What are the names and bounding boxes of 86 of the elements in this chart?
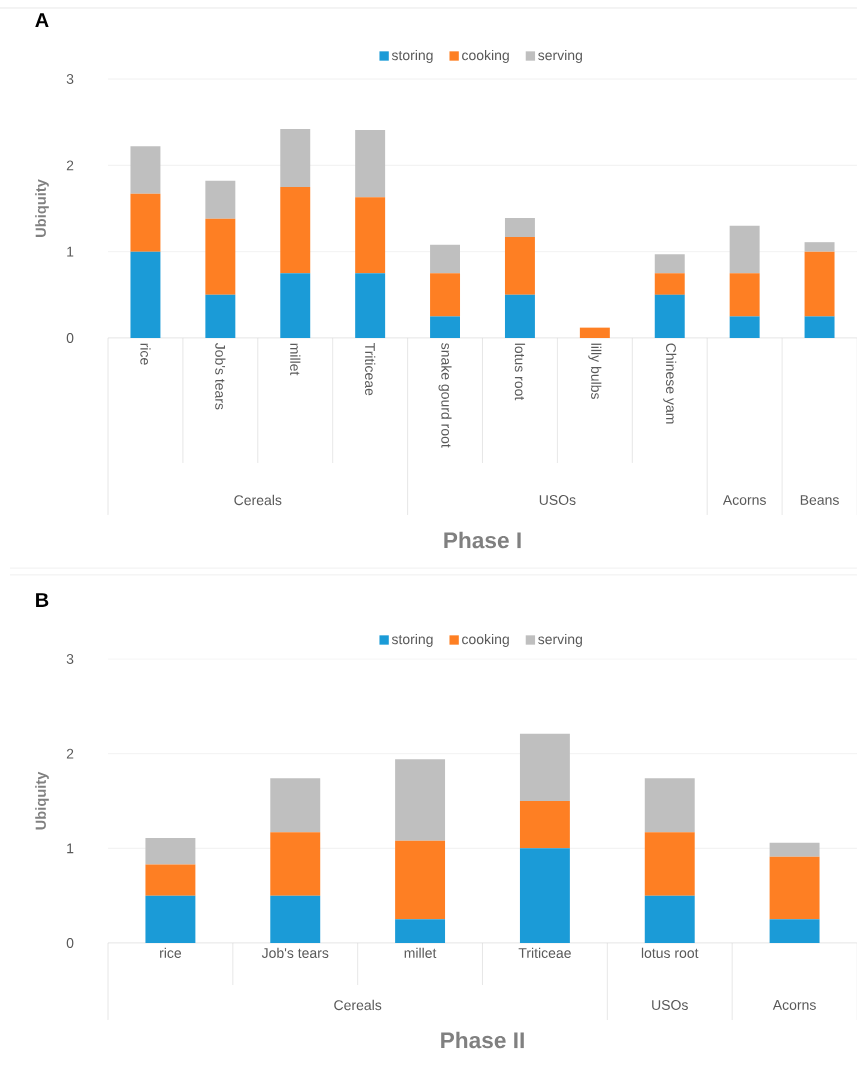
- x-tick-label: lotus root: [514, 343, 526, 401]
- y-tick-label: 2: [66, 748, 74, 759]
- bar: [769, 842, 820, 857]
- bar: [519, 733, 570, 801]
- x-tick-label: snake gourd root: [438, 343, 452, 448]
- bar: [430, 273, 461, 317]
- bar: [644, 778, 695, 833]
- legend-label: serving: [538, 49, 582, 63]
- x-tick-label: Chinese yam: [663, 343, 677, 424]
- bar: [395, 840, 446, 920]
- text: Acorns: [772, 1000, 816, 1010]
- bar: [145, 864, 196, 896]
- legend-label: cooking: [462, 49, 509, 63]
- bar: [654, 254, 685, 274]
- bar: [270, 895, 321, 943]
- y-tick-label: 3: [66, 654, 74, 664]
- bar: [654, 273, 685, 295]
- x-tick-label: Triticeae: [518, 947, 571, 958]
- text: Cereals: [234, 494, 282, 506]
- x-tick-label: millet: [290, 343, 301, 376]
- bar: [130, 251, 161, 338]
- bar: [280, 273, 311, 338]
- y-tick-label: 0: [66, 938, 74, 948]
- bar: [644, 895, 695, 943]
- y-tick-label: 1: [67, 843, 74, 854]
- legend-label: storing: [391, 49, 433, 63]
- bar: [145, 837, 196, 865]
- bar: [280, 129, 311, 187]
- chart-title: B: [36, 593, 49, 607]
- bar: [729, 316, 760, 338]
- bar: [355, 197, 386, 274]
- text: USOs: [652, 1000, 688, 1010]
- bar: [804, 242, 835, 252]
- bar: [804, 251, 835, 317]
- bar: [130, 146, 161, 194]
- bar: [769, 856, 820, 920]
- bar: [205, 294, 236, 338]
- bar: [395, 919, 446, 943]
- bar: [644, 832, 695, 896]
- bar: [145, 895, 196, 943]
- text: Cereals: [334, 999, 382, 1011]
- bar: [270, 778, 321, 833]
- bar: [729, 225, 760, 274]
- bar: [504, 218, 535, 237]
- x-tick-label: Job's tears: [261, 947, 329, 958]
- x-tick-label: lilly bulbs: [588, 343, 602, 399]
- y-tick-label: 3: [66, 74, 74, 84]
- y-tick-label: 2: [66, 160, 74, 171]
- bar: [654, 294, 685, 338]
- text: USOs: [539, 495, 576, 505]
- y-axis-title: Ubiquity: [35, 179, 49, 237]
- bar: [430, 244, 461, 274]
- y-tick-label: 1: [67, 246, 74, 257]
- bar: [579, 327, 610, 338]
- text: Acorns: [722, 495, 766, 505]
- y-axis-title: Ubiquity: [35, 771, 49, 830]
- bar: [729, 273, 760, 317]
- x-axis-title: Phase II: [441, 1031, 524, 1049]
- legend-label: storing: [391, 633, 433, 647]
- x-tick-label: Job's tears: [215, 342, 226, 410]
- bar: [769, 919, 820, 943]
- bar: [519, 848, 570, 943]
- bar: [205, 180, 236, 219]
- bar: [519, 801, 570, 849]
- text: Beans: [800, 495, 839, 505]
- y-tick-label: 0: [66, 333, 74, 343]
- bar: [395, 759, 446, 841]
- bar: [205, 218, 236, 295]
- legend-label: cooking: [462, 633, 509, 647]
- bar: [504, 294, 535, 338]
- x-tick-label: rice: [140, 343, 151, 365]
- bar: [504, 236, 535, 295]
- bar: [430, 316, 461, 338]
- x-tick-label: millet: [404, 947, 437, 958]
- x-tick-label: rice: [160, 947, 182, 958]
- x-tick-label: lotus root: [641, 947, 699, 958]
- bar: [355, 273, 386, 338]
- x-axis-title: Phase I: [444, 531, 521, 549]
- bar: [804, 316, 835, 338]
- bar: [355, 129, 386, 198]
- legend-label: serving: [538, 633, 582, 647]
- x-tick-label: Triticeae: [365, 343, 376, 396]
- bar: [280, 186, 311, 274]
- bar: [270, 832, 321, 896]
- chart-title: A: [35, 13, 49, 27]
- bar: [130, 193, 161, 252]
